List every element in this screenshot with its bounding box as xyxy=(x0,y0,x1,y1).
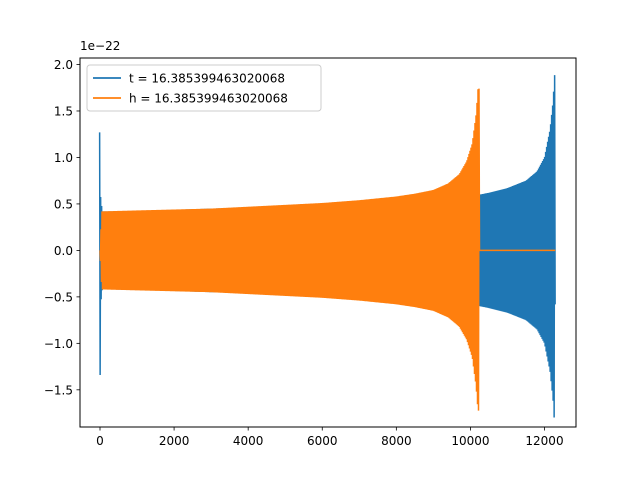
y-tick-label: −1.0 xyxy=(44,337,73,351)
legend-label: h = 16.385399463020068 xyxy=(129,92,288,106)
legend-box xyxy=(86,64,322,112)
x-tick-label: 4000 xyxy=(233,434,264,448)
y-tick-label: −1.5 xyxy=(44,383,73,397)
x-tick-label: 2000 xyxy=(159,434,190,448)
x-axis-ticks: 0 2000 4000 6000 8000 10000 12000 xyxy=(96,427,564,448)
y-offset-label: 1e−22 xyxy=(80,39,120,53)
legend-label: t = 16.385399463020068 xyxy=(129,72,285,86)
y-tick-label: 1.0 xyxy=(54,151,73,165)
x-tick-label: 6000 xyxy=(307,434,338,448)
y-tick-label: 2.0 xyxy=(54,58,73,72)
x-tick-label: 8000 xyxy=(381,434,412,448)
legend: t = 16.385399463020068 h = 16.38539946302… xyxy=(86,64,322,112)
y-tick-label: −0.5 xyxy=(44,290,73,304)
y-axis-ticks: −1.5 −1.0 −0.5 0.0 0.5 1.0 1.5 2.0 xyxy=(44,58,80,397)
x-tick-label: 12000 xyxy=(525,434,563,448)
series-layer xyxy=(98,75,556,418)
y-tick-label: 0.0 xyxy=(54,244,73,258)
x-tick-label: 10000 xyxy=(451,434,489,448)
series-line-2 xyxy=(99,88,556,411)
x-tick-label: 0 xyxy=(96,434,104,448)
axes-frame xyxy=(79,57,577,428)
y-tick-label: 1.5 xyxy=(54,104,73,118)
y-tick-label: 0.5 xyxy=(54,197,73,211)
